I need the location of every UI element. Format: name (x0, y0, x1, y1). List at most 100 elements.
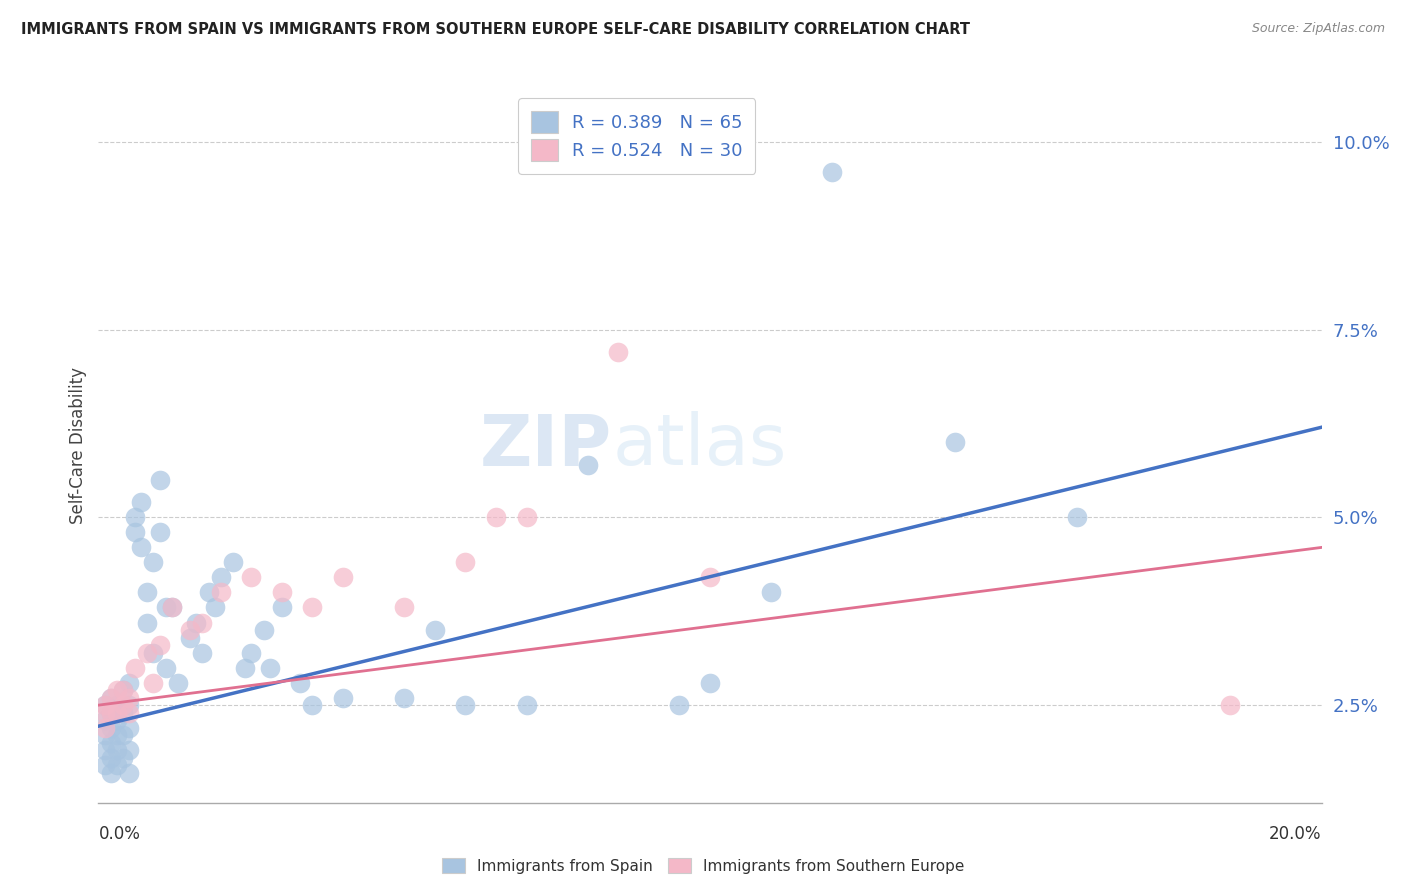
Text: ZIP: ZIP (479, 411, 612, 481)
Point (668, 698, 690, 713)
Point (392, 600, 416, 615)
Point (111, 683, 134, 698)
Point (1219, 698, 1241, 713)
Text: IMMIGRANTS FROM SPAIN VS IMMIGRANTS FROM SOUTHERN EUROPE SELF-CARE DISABILITY CO: IMMIGRANTS FROM SPAIN VS IMMIGRANTS FROM… (21, 22, 970, 37)
Legend: R = 0.389   N = 65, R = 0.524   N = 30: R = 0.389 N = 65, R = 0.524 N = 30 (517, 98, 755, 174)
Point (270, 585, 292, 599)
Point (607, 345, 630, 359)
Point (118, 675, 141, 690)
Point (204, 600, 226, 615)
Point (111, 698, 134, 713)
Point (240, 646, 263, 660)
Point (142, 556, 165, 570)
Point (149, 638, 172, 652)
Point (93, 743, 115, 757)
Point (93, 698, 115, 713)
Point (100, 690, 122, 705)
Point (392, 690, 416, 705)
Text: 0.0%: 0.0% (98, 825, 141, 843)
Point (100, 706, 122, 720)
Point (943, 435, 966, 450)
Text: 20.0%: 20.0% (1270, 825, 1322, 843)
Point (191, 646, 214, 660)
Point (129, 495, 152, 509)
Text: Source: ZipAtlas.com: Source: ZipAtlas.com (1251, 22, 1385, 36)
Point (332, 570, 354, 584)
Point (167, 675, 190, 690)
Point (576, 458, 599, 472)
Point (149, 525, 172, 540)
Point (93, 698, 115, 713)
Point (105, 706, 128, 720)
Point (111, 750, 134, 764)
Point (516, 510, 538, 524)
Point (142, 675, 165, 690)
Point (290, 675, 312, 690)
Point (100, 721, 122, 735)
Point (1066, 510, 1088, 524)
Point (454, 556, 477, 570)
Point (160, 600, 183, 615)
Point (485, 510, 508, 524)
Point (100, 690, 122, 705)
Point (136, 646, 159, 660)
Point (699, 675, 721, 690)
Y-axis label: Self-Care Disability: Self-Care Disability (69, 368, 87, 524)
Point (155, 600, 177, 615)
Point (516, 698, 538, 713)
Point (252, 623, 274, 637)
Point (105, 698, 128, 713)
Point (93, 706, 115, 720)
Point (136, 615, 159, 630)
Point (105, 743, 128, 757)
Point (699, 570, 721, 584)
Point (423, 623, 446, 637)
Point (111, 706, 134, 720)
Point (124, 525, 146, 540)
Point (136, 585, 159, 599)
Point (209, 570, 232, 584)
Point (100, 706, 122, 720)
Point (93, 758, 115, 772)
Point (124, 660, 146, 674)
Point (301, 600, 323, 615)
Point (179, 623, 201, 637)
Point (118, 690, 141, 705)
Point (149, 473, 172, 487)
Point (111, 683, 134, 698)
Point (179, 631, 201, 645)
Point (155, 660, 177, 674)
Point (124, 510, 146, 524)
Point (105, 758, 128, 772)
Point (301, 698, 323, 713)
Point (259, 660, 281, 674)
Point (222, 556, 245, 570)
Point (118, 743, 141, 757)
Point (160, 600, 183, 615)
Point (93, 728, 115, 742)
Point (100, 750, 122, 764)
Point (118, 706, 141, 720)
Point (93, 721, 115, 735)
Point (111, 728, 134, 742)
Point (100, 736, 122, 750)
Point (186, 615, 208, 630)
Point (209, 585, 232, 599)
Point (93, 713, 115, 727)
Point (100, 765, 122, 780)
Point (759, 585, 782, 599)
Point (105, 713, 128, 727)
Point (118, 721, 141, 735)
Point (270, 600, 292, 615)
Point (454, 698, 477, 713)
Point (233, 660, 256, 674)
Point (240, 570, 263, 584)
Text: atlas: atlas (612, 411, 786, 481)
Point (118, 765, 141, 780)
Point (118, 698, 141, 713)
Point (332, 690, 354, 705)
Point (197, 585, 219, 599)
Point (129, 541, 152, 555)
Point (821, 165, 844, 179)
Legend: Immigrants from Spain, Immigrants from Southern Europe: Immigrants from Spain, Immigrants from S… (436, 852, 970, 880)
